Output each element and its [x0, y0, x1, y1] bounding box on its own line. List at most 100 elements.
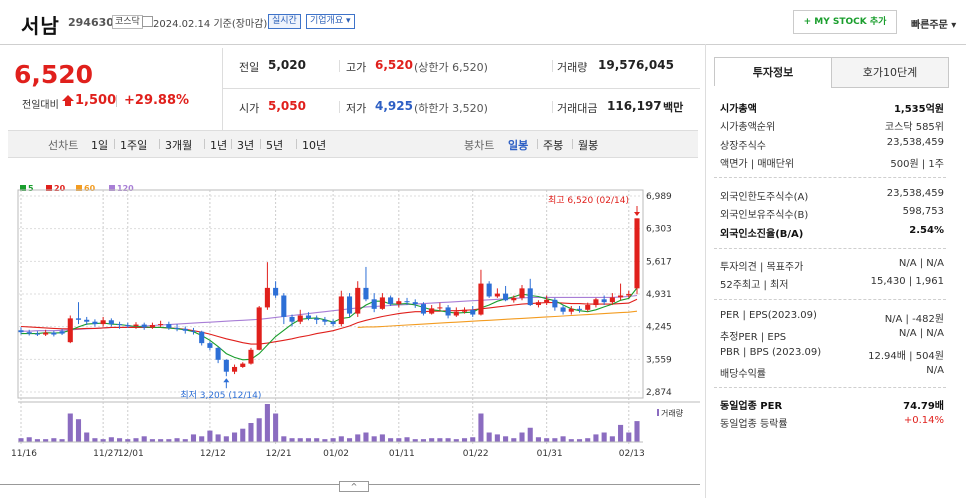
candle-body [379, 297, 385, 309]
volume-bar [207, 430, 213, 442]
x-tick-label: 11/16 [11, 449, 37, 459]
candle-body [404, 301, 410, 303]
volume-bar [322, 439, 328, 442]
change-percent: +29.88% [124, 93, 190, 108]
tab-orderbook-10[interactable]: 호가10단계 [831, 57, 949, 88]
volume-bar [601, 432, 607, 442]
open-value: 5,050 [268, 99, 306, 113]
info-label[interactable]: PER | EPS(2023.09) [720, 310, 817, 321]
up-arrow-icon [62, 95, 74, 106]
candle-body [470, 309, 476, 315]
info-label[interactable]: 상장주식수 [720, 141, 766, 152]
quick-order-menu[interactable]: 빠른주문 ▾ [911, 20, 957, 31]
candle-body [158, 324, 164, 326]
info-label[interactable]: 동일업종 등락률 [720, 419, 788, 430]
info-label[interactable]: 52주최고 | 최저 [720, 280, 789, 291]
period-5[interactable]: 5년 [266, 139, 284, 152]
legend-label: 120 [117, 184, 134, 193]
tab-investment-info[interactable]: 투자정보 [714, 57, 832, 87]
volume-bar [100, 439, 106, 442]
period-3[interactable]: 1년 [210, 139, 228, 152]
volume-bar [182, 439, 188, 442]
candle-body [363, 287, 369, 300]
my-stock-add-button[interactable]: + MY STOCK 추가 [793, 10, 897, 34]
info-label[interactable]: PBR | BPS (2023.09) [720, 347, 822, 358]
candle-body [609, 297, 615, 303]
volume-bar [273, 413, 279, 442]
x-tick-label: 01/02 [323, 449, 349, 459]
volume-bar [552, 438, 558, 442]
volume-bar [593, 434, 599, 442]
candle-body [223, 359, 229, 372]
candle-period-0[interactable]: 일봉 [508, 139, 529, 152]
x-tick-label: 01/11 [389, 449, 415, 459]
info-label[interactable]: 액면가 | 매매단위 [720, 159, 795, 170]
x-tick-label: 12/01 [118, 449, 144, 459]
y-tick-label: 4,245 [646, 323, 672, 333]
legend-swatch [109, 185, 115, 191]
volume-bar [240, 428, 246, 442]
info-value: 23,538,459 [886, 188, 944, 199]
period-separator [204, 139, 205, 149]
info-value: 15,430 | 1,961 [870, 276, 944, 287]
period-0[interactable]: 1일 [91, 139, 109, 152]
period-separator [231, 139, 232, 149]
legend-swatch [46, 185, 52, 191]
y-tick-label: 4,931 [646, 290, 672, 300]
info-label[interactable]: 투자의견 | 목표주가 [720, 262, 804, 273]
volume-bar [166, 439, 172, 442]
candle-body [585, 305, 591, 310]
price-chart[interactable]: 6,989 6,303 5,617 4,931 4,245 3,559 2,874 최고 6,… [0, 160, 700, 465]
y-tick-label: 6,989 [646, 192, 672, 202]
period-4[interactable]: 3년 [237, 139, 255, 152]
info-label[interactable]: 외국인한도주식수(A) [720, 192, 809, 203]
candle-body [568, 308, 574, 312]
market-badge: 코스닥 [112, 15, 143, 29]
prev-close-label: 전일 [239, 61, 260, 74]
company-overview-dropdown[interactable]: 기업개요 ▾ [306, 14, 355, 29]
candle-body [273, 287, 279, 296]
volume-legend-label: 거래량 [661, 408, 684, 418]
info-label[interactable]: 시가총액 [720, 104, 757, 115]
period-separator [296, 139, 297, 149]
volume-bar [289, 438, 295, 442]
x-tick-label: 01/31 [537, 449, 563, 459]
change-amount: 1,500 [75, 93, 117, 108]
candle-body [453, 311, 459, 316]
candle-period-2[interactable]: 월봉 [578, 139, 599, 152]
volume-bar [92, 438, 98, 442]
info-label[interactable]: 동일업종 PER [720, 401, 783, 412]
volume-bar [437, 438, 443, 442]
volume-bar [158, 439, 164, 442]
info-label[interactable]: 시가총액순위 [720, 122, 776, 133]
info-label[interactable]: 배당수익률 [720, 369, 766, 380]
period-2[interactable]: 3개월 [165, 139, 193, 152]
tab-joint [714, 86, 831, 87]
x-tick-label: 12/12 [200, 449, 226, 459]
period-1[interactable]: 1주일 [120, 139, 148, 152]
info-label[interactable]: 외국인소진율(B/A) [720, 229, 804, 240]
volume-bar [215, 434, 221, 442]
info-value: N/A | N/A [898, 258, 944, 269]
volume-label: 거래량 [557, 61, 588, 74]
period-separator [572, 139, 573, 149]
candle-period-1[interactable]: 주봉 [543, 139, 564, 152]
volume-bar [576, 439, 583, 442]
section-divider [714, 299, 946, 301]
info-label[interactable]: 외국인보유주식수(B) [720, 210, 809, 221]
volume-bar [174, 438, 180, 442]
volume-bar [281, 436, 287, 442]
period-separator [260, 139, 261, 149]
collapse-toggle-button[interactable]: ^ [339, 481, 369, 492]
volume-bar [125, 439, 131, 442]
x-tick-label: 01/22 [463, 449, 489, 459]
period-6[interactable]: 10년 [302, 139, 327, 152]
realtime-badge[interactable]: 실시간 [268, 14, 301, 29]
candle-body [412, 302, 418, 305]
info-label[interactable]: 추정PER | EPS [720, 332, 787, 343]
info-value: N/A | N/A [898, 328, 944, 339]
candle-body [133, 324, 139, 326]
candle-body [67, 318, 73, 343]
candle-body [281, 295, 287, 317]
period-separator [537, 139, 538, 149]
